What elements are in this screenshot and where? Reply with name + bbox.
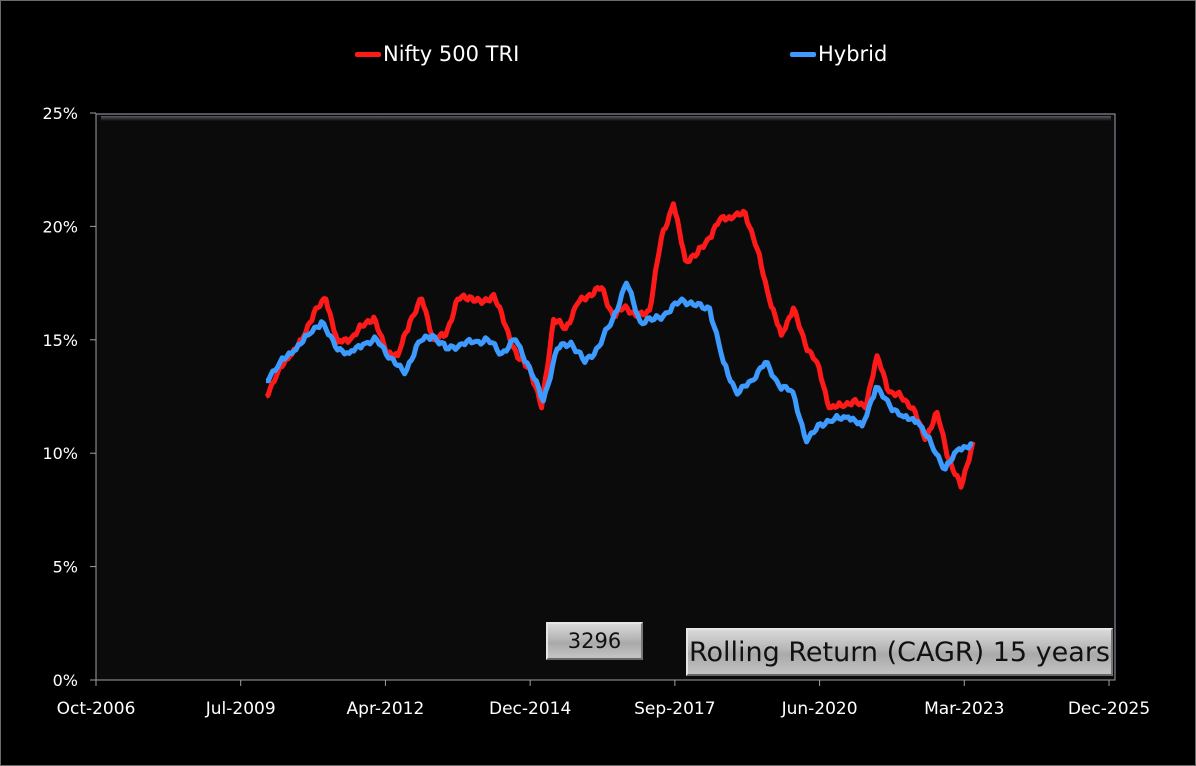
plot-area-bevel bbox=[101, 116, 1111, 121]
y-tick-label: 25% bbox=[42, 104, 78, 123]
legend-label: Nifty 500 TRI bbox=[383, 42, 520, 66]
x-tick-label: Jul-2009 bbox=[205, 699, 276, 719]
x-tick-label: Sep-2017 bbox=[634, 699, 715, 719]
plot-area bbox=[95, 113, 1116, 681]
series-line-hybrid bbox=[265, 280, 974, 472]
x-tick-label: Dec-2025 bbox=[1068, 699, 1150, 719]
count-badge: 3296 bbox=[546, 622, 643, 660]
x-tick-label: Oct-2006 bbox=[57, 699, 136, 719]
x-tick-label: Jun-2020 bbox=[781, 699, 858, 719]
y-tick-label: 0% bbox=[53, 671, 78, 690]
legend-label: Hybrid bbox=[818, 42, 888, 66]
chart-legend: Nifty 500 TRI Hybrid bbox=[0, 42, 1196, 70]
chart-title-box: Rolling Return (CAGR) 15 years bbox=[686, 628, 1113, 676]
legend-swatch-red-line-icon bbox=[355, 51, 381, 57]
y-axis-ticks: 0% 5% 10% 15% 20% 25% bbox=[42, 104, 96, 690]
x-tick-label: Dec-2014 bbox=[489, 699, 571, 719]
y-tick-label: 5% bbox=[53, 558, 78, 577]
x-tick-label: Apr-2012 bbox=[347, 699, 425, 719]
legend-swatch-blue-line-icon bbox=[790, 51, 816, 57]
x-axis-ticks: Oct-2006 Jul-2009 Apr-2012 Dec-2014 Sep-2017… bbox=[57, 680, 1150, 719]
x-tick-label: Mar-2023 bbox=[924, 699, 1004, 719]
y-tick-label: 10% bbox=[42, 444, 78, 463]
legend-item-nifty: Nifty 500 TRI bbox=[355, 42, 519, 66]
y-tick-label: 15% bbox=[42, 331, 78, 350]
legend-item-hybrid: Hybrid bbox=[790, 42, 887, 66]
y-tick-label: 20% bbox=[42, 217, 78, 236]
